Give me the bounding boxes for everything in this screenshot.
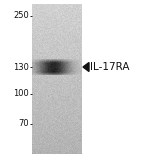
Polygon shape: [83, 63, 89, 72]
Text: IL-17RA: IL-17RA: [90, 62, 129, 72]
Text: 250: 250: [13, 12, 29, 21]
Text: 100: 100: [13, 89, 29, 98]
Text: 70: 70: [18, 119, 29, 128]
Text: 130: 130: [13, 63, 29, 72]
